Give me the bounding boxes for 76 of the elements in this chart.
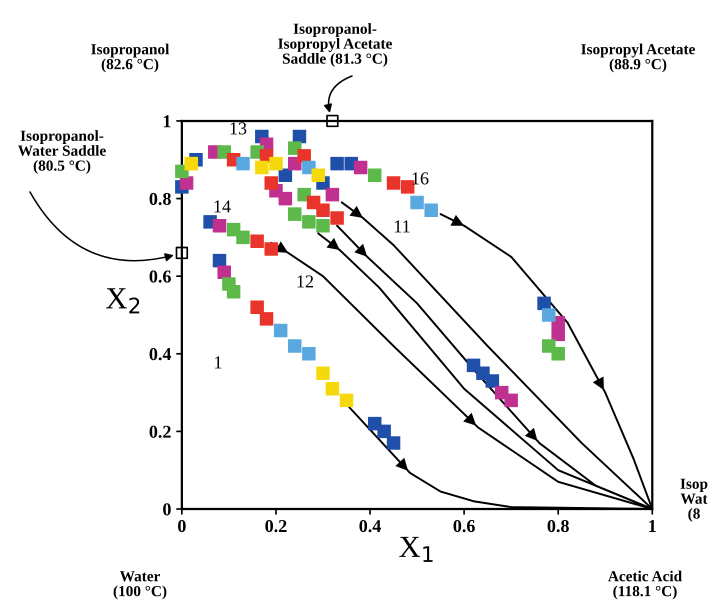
point — [297, 149, 311, 163]
point — [326, 382, 340, 396]
point — [264, 176, 278, 190]
y-tick-label: 0.2 — [150, 426, 171, 438]
point — [212, 218, 226, 232]
point — [278, 192, 292, 206]
x-tick-label: 0.2 — [265, 520, 286, 532]
point — [368, 168, 382, 182]
point — [330, 156, 344, 170]
point — [217, 266, 231, 280]
point — [212, 254, 226, 268]
point — [410, 196, 424, 210]
point — [326, 114, 339, 128]
annotation: 13 — [230, 122, 246, 135]
x-axis-title: X$_{1}$ — [399, 536, 433, 562]
point — [386, 176, 400, 190]
point — [255, 160, 269, 174]
y-tick-label: 0 — [163, 503, 171, 516]
text: Isopropyl Acetate (88.9 °C) — [581, 44, 695, 72]
point — [180, 176, 194, 190]
point — [288, 339, 302, 353]
x-tick-label: 0.4 — [359, 520, 381, 532]
point — [316, 203, 330, 217]
y-tick-label: 1 — [164, 115, 171, 128]
point — [330, 211, 344, 225]
annotation: 1 — [215, 356, 222, 368]
x-tick-label: 0 — [178, 520, 186, 532]
point — [486, 374, 500, 388]
point — [269, 156, 283, 170]
point — [551, 328, 565, 342]
point — [250, 300, 264, 314]
point — [274, 324, 288, 338]
point — [316, 218, 330, 232]
point — [386, 436, 400, 450]
point — [278, 168, 292, 182]
point — [292, 130, 306, 144]
text: Isop Wat (8 — [680, 478, 708, 522]
point — [264, 242, 278, 256]
point — [260, 312, 274, 326]
y-tick-label: 0.4 — [150, 348, 172, 360]
point — [340, 394, 354, 408]
y-tick-label: 0.8 — [150, 192, 171, 206]
text: Water (100 °C) — [114, 571, 166, 600]
point — [551, 347, 565, 361]
point — [184, 156, 198, 170]
point — [226, 284, 240, 298]
x-tick-label: 0.6 — [454, 520, 475, 532]
point — [236, 230, 250, 244]
annotation: 14 — [214, 200, 231, 212]
point — [288, 207, 302, 221]
text: Isopropanol- Water Saddle (80.5 °C) — [18, 130, 106, 174]
annotation: 16 — [412, 172, 428, 185]
x-tick-label: 1 — [649, 520, 656, 532]
point — [250, 234, 264, 248]
x-tick-label: 0.8 — [548, 520, 569, 532]
point — [377, 424, 391, 438]
point — [302, 215, 316, 229]
point — [542, 308, 556, 322]
text: Isopropanol- Isopropyl Acetate Saddle (81.3 °C) — [278, 23, 392, 67]
text: Isopropanol (82.6 °C) — [91, 44, 170, 72]
point — [400, 180, 414, 194]
annotation: 12 — [298, 275, 314, 288]
point — [236, 156, 250, 170]
point — [326, 188, 340, 202]
point — [312, 168, 326, 182]
point — [424, 203, 438, 217]
y-tick-label: 0.6 — [150, 270, 171, 283]
point — [316, 366, 330, 380]
point — [354, 160, 368, 174]
point — [504, 394, 518, 408]
point — [176, 246, 188, 260]
point — [302, 347, 316, 361]
point — [537, 296, 551, 310]
annotation: 11 — [394, 220, 410, 232]
y-axis-title: X$_{2}$ — [106, 288, 140, 314]
text: Acetic Acid (118.1 °C) — [608, 570, 682, 600]
